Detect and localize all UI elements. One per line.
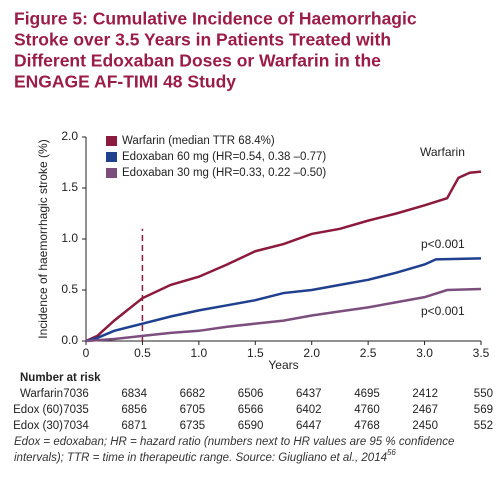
risk-value: 6402 xyxy=(296,404,322,416)
risk-value: 6447 xyxy=(296,420,322,432)
chart-title: ENGAGE AF-TIMI 48 Study xyxy=(14,72,236,92)
y-tick-label: 1.5 xyxy=(61,180,78,194)
x-tick-label: 1.5 xyxy=(247,346,264,360)
risk-value: 6682 xyxy=(180,388,206,400)
risk-value: 7035 xyxy=(63,404,89,416)
risk-title: Number at risk xyxy=(20,372,101,384)
x-tick-label: 0 xyxy=(83,346,90,360)
risk-value: 6856 xyxy=(121,404,147,416)
x-tick-label: 0.5 xyxy=(134,346,151,360)
x-tick-label: 3.5 xyxy=(473,346,490,360)
risk-value: 6590 xyxy=(238,420,264,432)
risk-value: 6834 xyxy=(121,388,147,400)
y-tick-label: 1.0 xyxy=(61,231,78,245)
risk-value: 7036 xyxy=(63,388,89,400)
risk-value: 4760 xyxy=(354,404,380,416)
risk-value: 6705 xyxy=(180,404,206,416)
chart-title: Different Edoxaban Doses or Warfarin in … xyxy=(14,51,381,71)
x-tick-label: 1.0 xyxy=(191,346,208,360)
annotation: p<0.001 xyxy=(421,304,465,318)
series-line xyxy=(85,287,482,343)
chart-title: Figure 5: Cumulative Incidence of Haemor… xyxy=(14,9,417,29)
footnote: Edox = edoxaban; HR = hazard ratio (numb… xyxy=(14,436,454,448)
x-tick-label: 2.5 xyxy=(360,346,377,360)
legend-label: Warfarin (median TTR 68.4%) xyxy=(122,135,275,147)
legend-label: Edoxaban 60 mg (HR=0.54, 0.38 –0.77) xyxy=(122,151,326,163)
chart-title: Stroke over 3.5 Years in Patients Treate… xyxy=(14,30,391,50)
risk-value: 4695 xyxy=(354,388,380,400)
risk-value: 6437 xyxy=(296,388,322,400)
y-axis-label: Incidence of haemorrhagic stroke (%) xyxy=(36,139,50,338)
y-tick-label: 0.5 xyxy=(61,282,78,296)
risk-value: 6566 xyxy=(238,404,264,416)
risk-value: 569 xyxy=(474,404,493,416)
risk-value: 2467 xyxy=(412,404,438,416)
legend-swatch xyxy=(106,168,117,178)
risk-row-label: Warfarin xyxy=(20,388,63,400)
x-tick-label: 3.0 xyxy=(416,346,433,360)
x-axis-label: Years xyxy=(268,358,298,372)
risk-value: 2450 xyxy=(412,420,438,432)
legend-label: Edoxaban 30 mg (HR=0.33, 0.22 –0.50) xyxy=(122,167,326,179)
legend-swatch xyxy=(106,136,117,146)
risk-value: 552 xyxy=(474,420,493,432)
legend-swatch xyxy=(106,152,117,162)
footnote-ref: 56 xyxy=(387,448,396,457)
series-line xyxy=(85,170,482,343)
y-tick-label: 0.0 xyxy=(61,333,78,347)
annotation: Warfarin xyxy=(420,145,465,159)
risk-value: 6871 xyxy=(121,420,147,432)
x-tick-label: 2.0 xyxy=(303,346,320,360)
risk-value: 7034 xyxy=(63,420,89,432)
annotation: p<0.001 xyxy=(421,237,465,251)
series-line xyxy=(85,257,482,343)
y-tick-label: 2.0 xyxy=(61,129,78,143)
risk-value: 4768 xyxy=(354,420,380,432)
risk-value: 2412 xyxy=(412,388,438,400)
risk-value: 550 xyxy=(474,388,493,400)
risk-row-label: Edox (30) xyxy=(13,420,63,432)
risk-value: 6735 xyxy=(180,420,206,432)
risk-row-label: Edox (60) xyxy=(13,404,63,416)
footnote: intervals); TTR = time in therapeutic ra… xyxy=(14,448,396,464)
risk-value: 6506 xyxy=(238,388,264,400)
